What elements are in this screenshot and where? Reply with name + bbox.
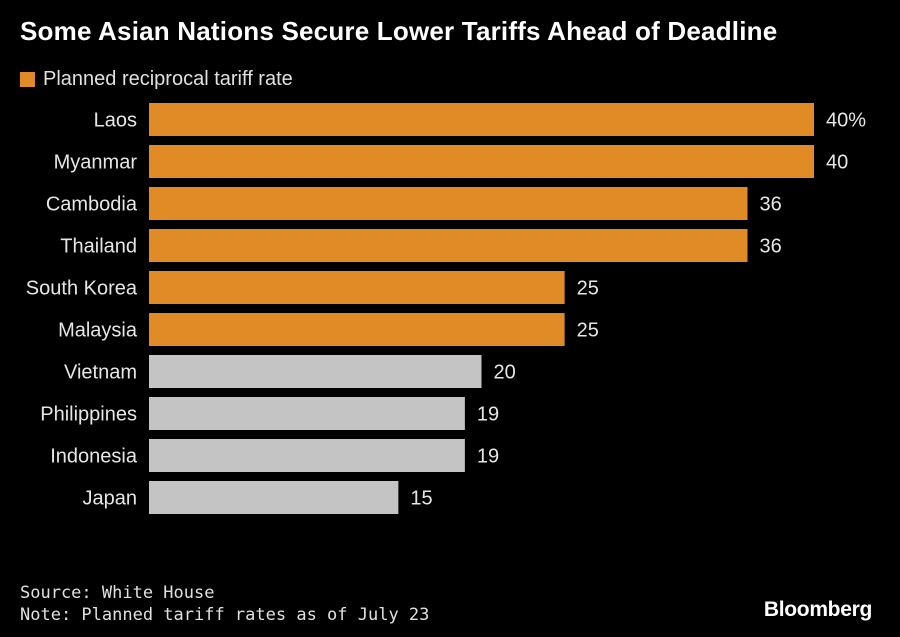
category-label-south-korea: South Korea <box>26 278 138 300</box>
category-label-laos: Laos <box>94 110 137 132</box>
bar-japan <box>149 481 399 514</box>
category-label-malaysia: Malaysia <box>58 320 138 342</box>
bar-philippines <box>149 397 465 430</box>
value-label-cambodia: 36 <box>760 194 782 216</box>
bar-thailand <box>149 229 748 262</box>
legend-swatch <box>20 71 35 87</box>
value-label-myanmar: 40 <box>826 152 848 174</box>
legend: Planned reciprocal tariff rate <box>20 67 293 91</box>
value-label-vietnam: 20 <box>494 362 516 384</box>
category-label-thailand: Thailand <box>60 236 137 258</box>
value-label-indonesia: 19 <box>477 446 499 468</box>
category-label-vietnam: Vietnam <box>64 362 137 384</box>
legend-label: Planned reciprocal tariff rate <box>43 67 293 90</box>
value-label-japan: 15 <box>410 488 432 510</box>
bar-malaysia <box>149 313 565 346</box>
bar-vietnam <box>149 355 482 388</box>
bar-south-korea <box>149 271 565 304</box>
source-note: Source: White House <box>20 583 215 603</box>
bar-chart: Laos 40% Myanmar 40 Cambodia 36 Thailand 36 Sout… <box>26 103 866 514</box>
category-label-japan: Japan <box>83 488 138 510</box>
category-label-myanmar: Myanmar <box>54 152 138 174</box>
bar-myanmar <box>149 145 814 178</box>
chart-footer: Source: White House Note: Planned tariff… <box>20 582 429 626</box>
category-label-cambodia: Cambodia <box>46 194 138 216</box>
value-label-philippines: 19 <box>477 404 499 426</box>
category-label-philippines: Philippines <box>40 404 137 426</box>
value-label-south-korea: 25 <box>577 278 599 300</box>
value-label-laos: 40% <box>826 110 866 132</box>
bloomberg-logo: Bloomberg <box>763 598 872 621</box>
bar-indonesia <box>149 439 465 472</box>
category-label-indonesia: Indonesia <box>50 446 138 468</box>
bar-cambodia <box>149 187 748 220</box>
date-note: Note: Planned tariff rates as of July 23 <box>20 605 430 625</box>
bar-laos <box>149 103 814 136</box>
chart-title: Some Asian Nations Secure Lower Tariffs … <box>20 16 778 46</box>
value-label-malaysia: 25 <box>577 320 599 342</box>
value-label-thailand: 36 <box>760 236 782 258</box>
